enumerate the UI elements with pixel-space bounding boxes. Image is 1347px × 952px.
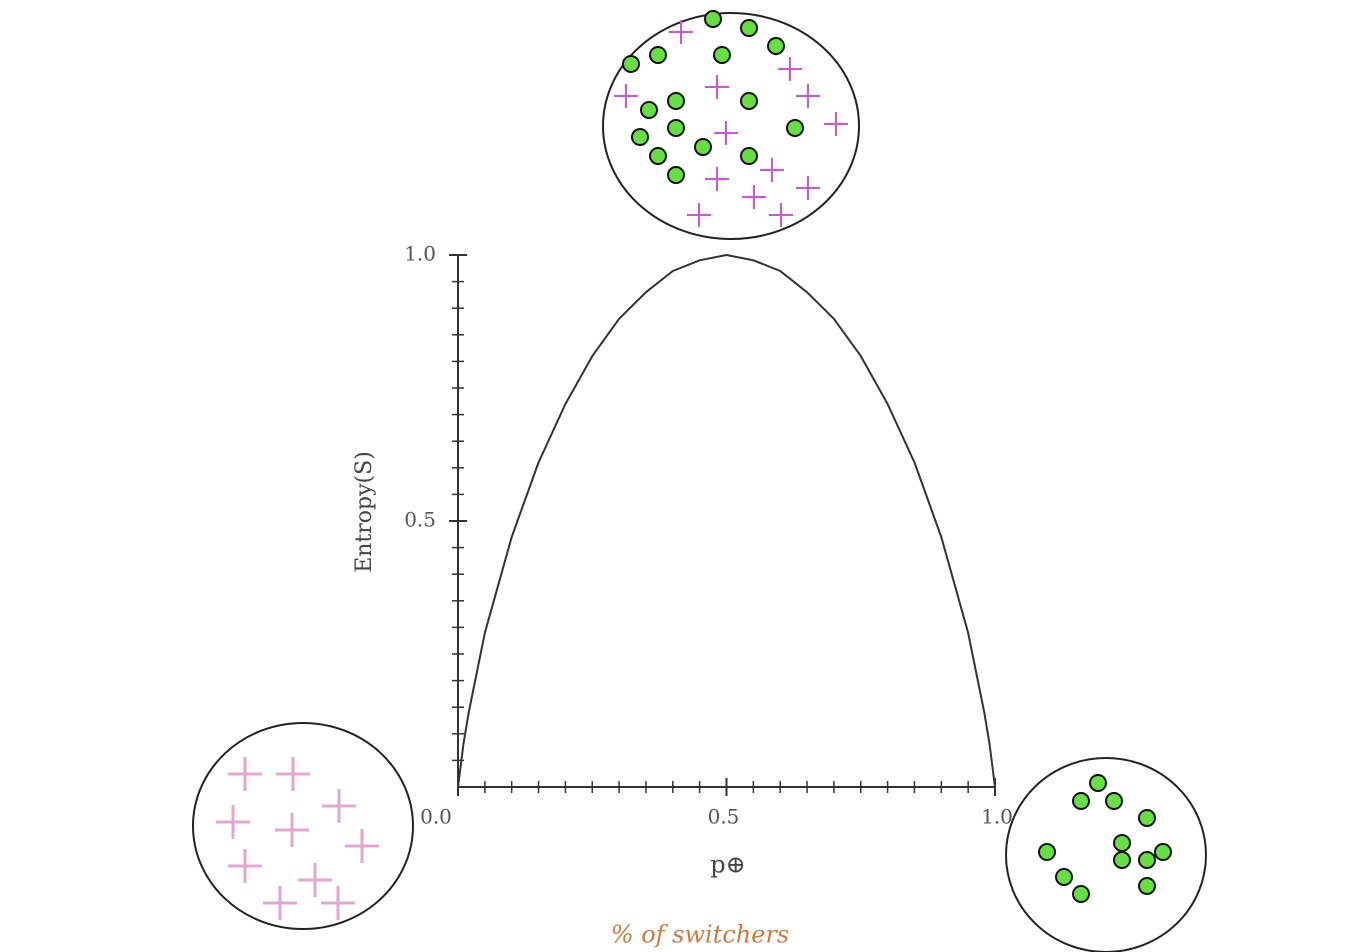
positive-example <box>714 121 738 145</box>
y-tick-label: 0.5 <box>404 508 436 532</box>
positive-example <box>228 757 262 791</box>
negative-example <box>1072 885 1090 903</box>
negative-set <box>1005 757 1207 952</box>
positive-example <box>275 813 309 847</box>
positive-example <box>705 75 729 99</box>
positive-example <box>669 20 693 44</box>
positive-example <box>687 203 711 227</box>
positive-example <box>778 57 802 81</box>
negative-example <box>1089 774 1107 792</box>
negative-example <box>667 119 685 137</box>
negative-example <box>740 92 758 110</box>
negative-example <box>713 46 731 64</box>
positive-example <box>769 203 793 227</box>
negative-example <box>631 128 649 146</box>
y-axis-label: Entropy(S) <box>352 451 377 573</box>
negative-example <box>649 46 667 64</box>
x-tick-label: 0.0 <box>420 805 452 829</box>
negative-example <box>786 119 804 137</box>
x-tick-label: 1.0 <box>981 805 1013 829</box>
positive-example <box>742 185 766 209</box>
entropy-curve <box>457 254 996 788</box>
negative-example <box>1072 792 1090 810</box>
illustrations <box>192 10 1207 952</box>
caption: % of switchers <box>611 921 789 949</box>
positive-example <box>824 112 848 136</box>
negative-example <box>1105 792 1123 810</box>
positive-example <box>705 167 729 191</box>
negative-example <box>649 147 667 165</box>
positive-example <box>298 863 332 897</box>
negative-example <box>622 55 640 73</box>
positive-example <box>228 849 262 883</box>
positive-example <box>796 84 820 108</box>
negative-example <box>704 10 722 28</box>
negative-example <box>667 92 685 110</box>
negative-example <box>640 101 658 119</box>
negative-example <box>1154 843 1172 861</box>
mixed-set <box>602 12 860 240</box>
negative-example <box>1138 851 1156 869</box>
negative-example <box>1038 843 1056 861</box>
positive-example <box>263 886 297 920</box>
y-tick-label: 1.0 <box>404 242 436 266</box>
negative-example <box>1138 877 1156 895</box>
positive-example <box>345 829 379 863</box>
positive-example <box>614 84 638 108</box>
positive-example <box>322 789 356 823</box>
negative-example <box>740 147 758 165</box>
positive-example <box>321 886 355 920</box>
positive-example <box>760 158 784 182</box>
negative-example <box>1113 851 1131 869</box>
negative-example <box>667 166 685 184</box>
positive-example <box>796 176 820 200</box>
negative-example <box>1138 809 1156 827</box>
negative-example <box>694 138 712 156</box>
negative-example <box>1055 868 1073 886</box>
positive-example <box>276 757 310 791</box>
positive-example <box>216 805 250 839</box>
x-tick-label: 0.5 <box>708 805 740 829</box>
x-axis-label: p⊕ <box>710 851 745 879</box>
negative-example <box>740 19 758 37</box>
negative-example <box>1113 834 1131 852</box>
negative-example <box>767 37 785 55</box>
positive-set <box>192 722 414 930</box>
